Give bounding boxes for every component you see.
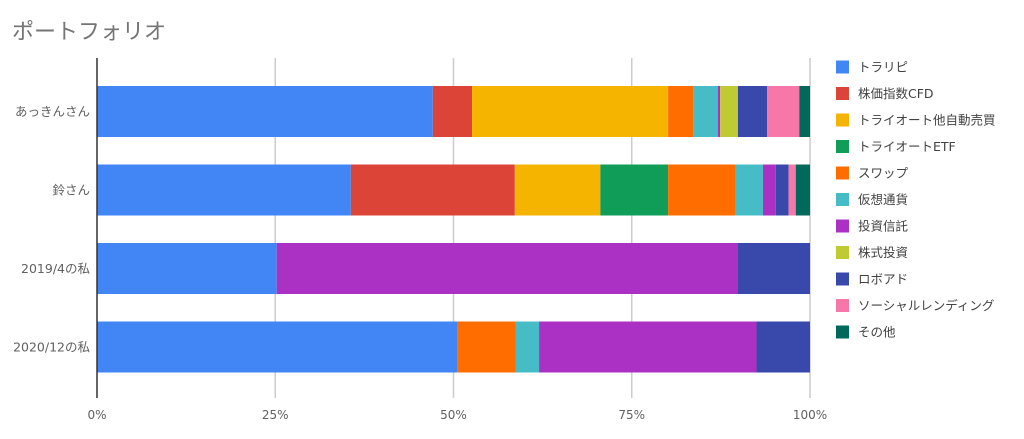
bar-segment: [737, 243, 810, 294]
chart-title: ポートフォリオ: [12, 20, 167, 45]
x-tick-label: 50%: [440, 408, 467, 422]
legend-swatch: [836, 60, 849, 74]
legend-swatch: [836, 325, 849, 339]
legend-swatch: [836, 87, 849, 100]
bar-segment: [600, 164, 669, 216]
legend-label: トラリピ: [858, 60, 908, 75]
legend-swatch: [836, 140, 849, 153]
bar-segment: [668, 86, 694, 137]
legend-label: ソーシャルレンディング: [858, 298, 994, 313]
bar-segment: [693, 86, 719, 137]
legend-swatch: [836, 272, 849, 286]
x-tick-label: 100%: [793, 408, 827, 422]
bar-segment: [472, 86, 669, 137]
bar-segment: [718, 86, 721, 137]
bar-segment: [350, 164, 515, 216]
x-tick-label: 0%: [87, 408, 106, 422]
bars: [97, 86, 810, 373]
bar-segment: [276, 243, 738, 294]
legend-label: スワップ: [858, 166, 909, 181]
bar-segment: [97, 86, 433, 137]
bar-segment: [515, 321, 540, 373]
legend-label: その他: [858, 325, 896, 340]
legend-label: 仮想通貨: [858, 192, 908, 207]
category-label: あっきんさん: [15, 104, 90, 119]
bar-segment: [432, 86, 473, 137]
legend-swatch: [836, 246, 849, 259]
legend-label: 株式投資: [858, 245, 908, 260]
legend-swatch: [836, 219, 849, 233]
bar-segment: [735, 164, 763, 216]
bar-segment: [799, 86, 810, 137]
category-label: 鈴さん: [52, 183, 90, 198]
bar-segment: [756, 321, 810, 373]
bar-segment: [668, 164, 736, 216]
legend-label: トライオートETF: [858, 139, 956, 154]
x-tick-label: 25%: [262, 408, 289, 422]
bar-segment: [775, 164, 789, 216]
legend-swatch: [836, 193, 849, 206]
x-tick-label: 75%: [618, 408, 645, 422]
legend-swatch: [836, 113, 849, 127]
bar-segment: [97, 164, 351, 216]
bar-segment: [97, 321, 458, 373]
category-label: 2020/12の私: [13, 340, 90, 355]
legend-swatch: [836, 299, 849, 312]
legend-label: トライオート他自動売買: [858, 113, 996, 128]
bar-segment: [762, 164, 776, 216]
bar-segment: [720, 86, 738, 137]
legend-label: 投資信託: [858, 219, 909, 234]
legend-label: 株価指数CFD: [858, 86, 934, 101]
bar-segment: [457, 321, 516, 373]
bar-segment: [97, 243, 277, 294]
legend-swatch: [836, 166, 849, 180]
bar-segment: [737, 86, 768, 137]
bar-segment: [539, 321, 757, 373]
bar-segment: [795, 164, 810, 216]
bar-segment: [788, 164, 796, 216]
bar-segment: [514, 164, 601, 216]
legend-label: ロボアド: [858, 272, 908, 287]
bar-segment: [767, 86, 800, 137]
category-label: 2019/4の私: [21, 261, 90, 276]
